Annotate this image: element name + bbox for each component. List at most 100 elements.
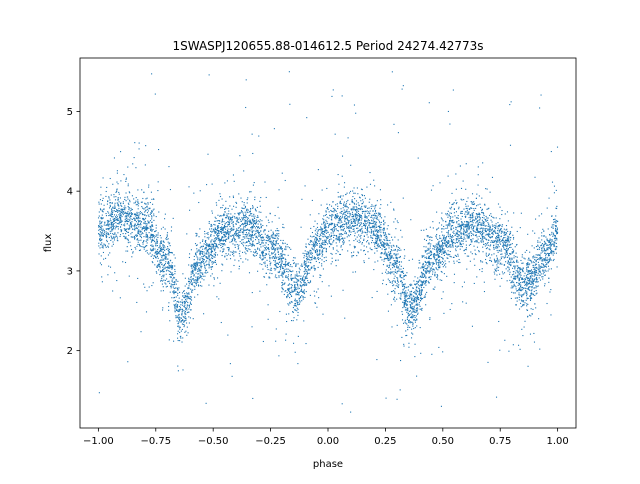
data-point bbox=[275, 240, 278, 242]
data-point bbox=[159, 274, 161, 276]
data-point bbox=[251, 243, 253, 246]
data-point bbox=[284, 242, 286, 244]
data-point bbox=[547, 254, 550, 256]
data-point bbox=[163, 264, 165, 266]
data-point bbox=[176, 320, 178, 322]
data-point bbox=[249, 242, 251, 244]
data-point bbox=[190, 299, 193, 301]
data-point bbox=[109, 202, 111, 204]
data-point bbox=[219, 239, 221, 241]
data-point bbox=[495, 227, 497, 229]
data-point bbox=[153, 235, 155, 237]
data-point bbox=[442, 291, 444, 293]
data-point bbox=[257, 227, 259, 229]
data-point bbox=[395, 285, 397, 287]
data-point bbox=[555, 228, 557, 230]
data-point bbox=[220, 229, 222, 231]
data-point bbox=[507, 220, 509, 222]
data-point bbox=[188, 305, 190, 307]
data-point bbox=[518, 308, 521, 310]
data-point bbox=[420, 281, 422, 283]
data-point bbox=[456, 238, 458, 240]
data-point bbox=[404, 283, 406, 285]
data-point bbox=[287, 274, 290, 276]
data-point bbox=[318, 240, 320, 242]
data-point bbox=[407, 309, 409, 311]
data-point bbox=[355, 112, 357, 114]
data-point bbox=[296, 279, 298, 281]
data-point bbox=[556, 207, 558, 210]
data-point bbox=[514, 285, 516, 287]
data-point bbox=[469, 219, 471, 221]
data-point bbox=[311, 231, 314, 234]
data-point bbox=[296, 273, 298, 275]
data-point bbox=[347, 250, 349, 252]
data-point bbox=[519, 269, 521, 271]
data-point bbox=[292, 259, 294, 262]
data-point bbox=[413, 307, 415, 309]
data-point bbox=[106, 236, 108, 238]
data-point bbox=[118, 191, 120, 194]
data-point bbox=[506, 241, 508, 243]
data-point bbox=[208, 252, 210, 254]
data-point bbox=[142, 233, 144, 235]
data-point bbox=[354, 271, 357, 273]
data-point bbox=[471, 253, 473, 255]
data-point bbox=[421, 276, 423, 278]
data-point bbox=[252, 207, 254, 209]
data-point bbox=[447, 231, 449, 233]
data-point bbox=[146, 290, 148, 292]
data-point bbox=[110, 221, 112, 223]
data-point bbox=[430, 251, 432, 253]
data-point bbox=[415, 304, 417, 306]
data-point bbox=[244, 219, 247, 221]
data-point bbox=[155, 244, 157, 246]
data-point bbox=[417, 313, 419, 315]
data-point bbox=[406, 304, 408, 306]
data-point bbox=[346, 206, 348, 208]
data-point bbox=[232, 228, 234, 230]
data-point bbox=[457, 226, 459, 228]
data-point bbox=[509, 257, 511, 259]
data-point bbox=[475, 228, 478, 230]
data-point bbox=[345, 203, 347, 205]
data-point bbox=[105, 257, 107, 259]
data-point bbox=[488, 232, 490, 234]
data-point bbox=[378, 219, 380, 221]
data-point bbox=[229, 232, 231, 234]
data-point bbox=[480, 224, 482, 227]
data-point bbox=[442, 252, 444, 254]
data-point bbox=[349, 227, 351, 229]
data-point bbox=[409, 284, 411, 286]
data-point bbox=[486, 208, 488, 210]
data-point bbox=[117, 203, 119, 205]
data-point bbox=[381, 248, 383, 250]
data-point bbox=[399, 297, 401, 299]
data-point bbox=[484, 204, 486, 206]
data-point bbox=[149, 201, 151, 204]
data-point bbox=[462, 243, 464, 245]
data-point bbox=[164, 279, 166, 281]
data-point bbox=[550, 268, 552, 270]
data-point bbox=[355, 215, 357, 217]
data-point bbox=[533, 261, 535, 264]
data-point bbox=[127, 240, 129, 242]
data-point bbox=[268, 251, 270, 253]
data-point bbox=[457, 240, 459, 242]
data-point bbox=[212, 244, 214, 246]
data-point bbox=[353, 192, 355, 194]
data-point bbox=[390, 201, 392, 203]
data-point bbox=[279, 270, 281, 272]
data-point bbox=[415, 300, 417, 302]
data-point bbox=[383, 219, 385, 221]
data-point bbox=[254, 222, 256, 225]
data-point bbox=[266, 264, 268, 266]
data-point bbox=[127, 231, 129, 233]
data-point bbox=[366, 234, 368, 236]
data-point bbox=[217, 214, 219, 216]
data-point bbox=[505, 234, 507, 236]
data-point bbox=[222, 248, 224, 250]
data-point bbox=[368, 224, 370, 226]
data-point bbox=[259, 219, 261, 221]
data-point bbox=[271, 245, 273, 247]
